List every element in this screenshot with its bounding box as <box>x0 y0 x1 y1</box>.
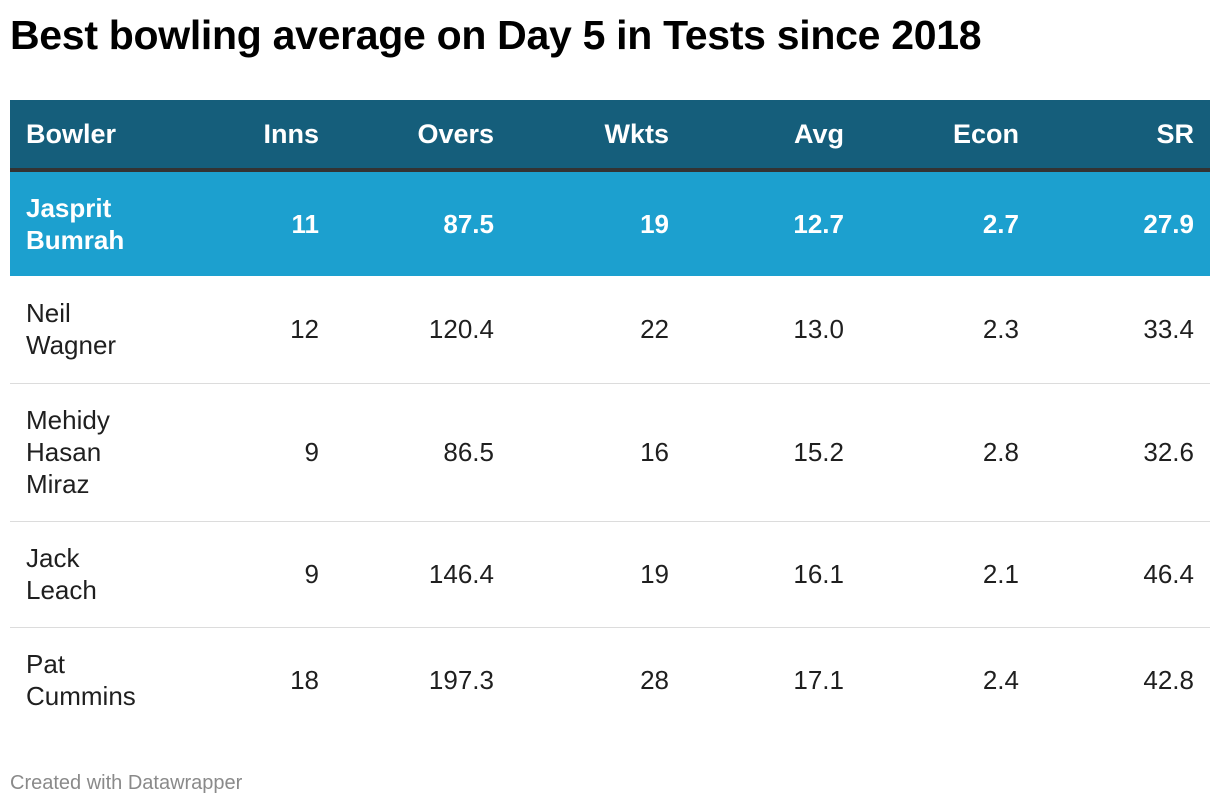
column-header-sr[interactable]: SR <box>1035 100 1210 172</box>
wkts-cell: 19 <box>510 521 685 628</box>
table-row: Neil Wagner 12 120.4 22 13.0 2.3 33.4 <box>10 276 1210 384</box>
bowler-name-cell: Jasprit Bumrah <box>26 193 125 255</box>
column-header-overs[interactable]: Overs <box>335 100 510 172</box>
table-row: Pat Cummins 18 197.3 28 17.1 2.4 42.8 <box>10 627 1210 733</box>
column-header-bowler[interactable]: Bowler <box>10 100 165 172</box>
overs-cell: 86.5 <box>335 383 510 522</box>
inns-cell: 11 <box>291 209 320 239</box>
econ-cell: 2.7 <box>982 209 1019 239</box>
sr-cell: 42.8 <box>1143 665 1194 696</box>
table-header-row: Bowler Inns Overs Wkts Avg Econ SR <box>10 100 1210 172</box>
wkts-cell: 28 <box>640 665 669 696</box>
avg-cell: 15.2 <box>685 383 860 522</box>
econ-cell: 2.1 <box>860 521 1035 628</box>
sr-cell: 46.4 <box>1035 521 1210 628</box>
chart-title: Best bowling average on Day 5 in Tests s… <box>10 12 982 58</box>
wkts-cell: 16 <box>510 383 685 522</box>
avg-cell: 13.0 <box>685 276 860 384</box>
inns-cell: 18 <box>290 665 319 696</box>
bowling-table: Bowler Inns Overs Wkts Avg Econ SR Jaspr… <box>10 100 1210 733</box>
column-header-avg[interactable]: Avg <box>685 100 860 172</box>
table-row: Jasprit Bumrah 11 87.5 19 12.7 2.7 27.9 <box>10 170 1210 276</box>
avg-cell: 16.1 <box>685 521 860 628</box>
sr-cell: 32.6 <box>1035 383 1210 522</box>
overs-cell: 120.4 <box>335 276 510 384</box>
wkts-cell: 22 <box>510 276 685 384</box>
econ-cell: 2.3 <box>860 276 1035 384</box>
sr-cell: 27.9 <box>1143 209 1194 239</box>
datawrapper-credit[interactable]: Created with Datawrapper <box>10 772 243 794</box>
column-header-econ[interactable]: Econ <box>860 100 1035 172</box>
bowler-name-cell: Pat Cummins <box>26 649 136 712</box>
overs-cell: 146.4 <box>335 521 510 628</box>
inns-cell: 9 <box>165 521 335 628</box>
overs-cell: 197.3 <box>428 665 494 696</box>
avg-cell: 12.7 <box>793 209 844 239</box>
bowler-name-cell: Mehidy Hasan Miraz <box>10 383 165 522</box>
econ-cell: 2.8 <box>860 383 1035 522</box>
bowler-name-cell: Neil Wagner <box>10 276 165 384</box>
wkts-cell: 19 <box>640 209 669 239</box>
inns-cell: 12 <box>165 276 335 384</box>
table-row: Jack Leach 9 146.4 19 16.1 2.1 46.4 <box>10 521 1210 628</box>
bowler-name-cell: Jack Leach <box>10 521 165 628</box>
column-header-wkts[interactable]: Wkts <box>510 100 685 172</box>
sr-cell: 33.4 <box>1035 276 1210 384</box>
column-header-inns[interactable]: Inns <box>165 100 335 172</box>
inns-cell: 9 <box>165 383 335 522</box>
table-row: Mehidy Hasan Miraz 9 86.5 16 15.2 2.8 32… <box>10 383 1210 522</box>
econ-cell: 2.4 <box>982 665 1019 696</box>
overs-cell: 87.5 <box>443 209 494 239</box>
avg-cell: 17.1 <box>793 665 844 696</box>
